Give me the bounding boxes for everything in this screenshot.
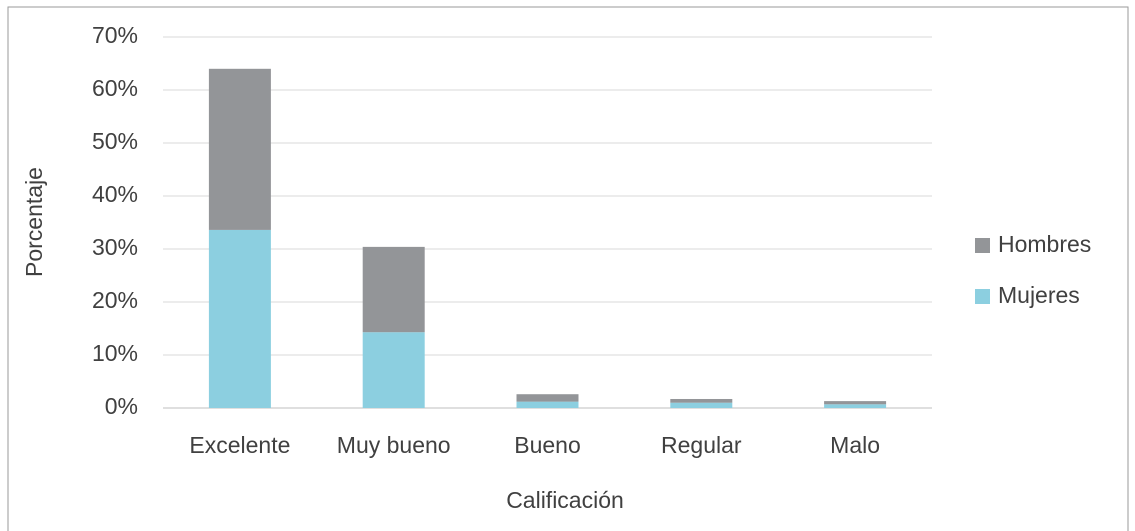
legend-label: Mujeres xyxy=(998,282,1080,308)
bar-segment xyxy=(824,401,887,405)
bar-segment xyxy=(516,401,579,408)
legend-label: Hombres xyxy=(998,231,1091,257)
chart-border xyxy=(7,6,1129,531)
y-tick-label: 40% xyxy=(92,181,138,207)
y-axis-title: Porcentaje xyxy=(21,167,47,277)
y-tick-label: 20% xyxy=(92,287,138,313)
x-axis-title: Calificación xyxy=(506,487,624,513)
bar-segment xyxy=(824,404,887,408)
y-tick-label: 50% xyxy=(92,128,138,154)
x-tick-label: Bueno xyxy=(514,432,581,458)
legend-swatch xyxy=(975,238,990,253)
y-tick-label: 10% xyxy=(92,340,138,366)
x-tick-label: Regular xyxy=(661,432,742,458)
bar-segment xyxy=(516,394,579,402)
y-tick-label: 70% xyxy=(92,22,138,48)
bar-segment xyxy=(670,402,733,408)
y-tick-label: 60% xyxy=(92,75,138,101)
bar-segment xyxy=(670,398,733,403)
y-tick-label: 30% xyxy=(92,234,138,260)
y-tick-label: 0% xyxy=(105,393,138,419)
x-tick-label: Excelente xyxy=(189,432,290,458)
bar-segment xyxy=(362,246,425,333)
legend-swatch xyxy=(975,289,990,304)
bar-segment xyxy=(208,68,271,230)
x-tick-label: Muy bueno xyxy=(337,432,451,458)
bar-segment xyxy=(362,332,425,408)
x-tick-label: Malo xyxy=(830,432,880,458)
bar-segment xyxy=(208,229,271,408)
